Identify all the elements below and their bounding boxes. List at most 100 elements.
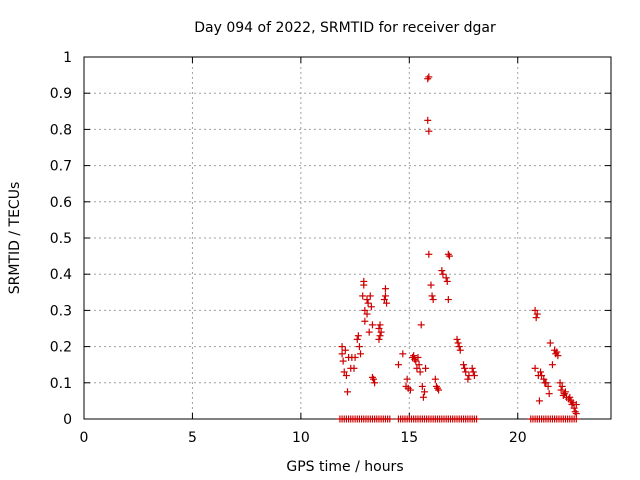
data-point (425, 73, 433, 81)
data-point (381, 285, 389, 293)
y-tick-label: 0.7 (50, 159, 72, 175)
data-point (545, 390, 553, 398)
data-point (442, 274, 450, 282)
points-layer (336, 73, 580, 423)
y-axis-label: SRMTID / TECUs (7, 182, 23, 295)
data-point (468, 364, 476, 372)
data-point (460, 361, 468, 369)
data-point (546, 339, 554, 347)
data-point (418, 382, 426, 390)
data-point (425, 127, 433, 135)
data-point (351, 353, 359, 361)
data-point (355, 343, 363, 351)
data-point (414, 353, 422, 361)
data-point (341, 346, 349, 354)
data-point (366, 292, 374, 300)
y-tick-label: 0.4 (50, 267, 72, 283)
data-point (462, 368, 470, 376)
plot-frame (83, 56, 612, 420)
y-tick-label: 0.3 (50, 303, 72, 319)
data-point (344, 388, 351, 396)
data-point (473, 415, 481, 423)
data-point (542, 379, 550, 387)
data-point (361, 306, 369, 314)
data-point (537, 368, 545, 376)
data-point (375, 325, 383, 332)
data-point (412, 357, 420, 365)
data-point (394, 361, 402, 369)
x-tick-label: 0 (80, 430, 89, 446)
data-point (558, 382, 566, 390)
data-point (435, 386, 443, 394)
data-point (533, 310, 541, 318)
data-point (375, 335, 383, 343)
grid-layer (84, 57, 611, 419)
data-point (566, 393, 574, 401)
data-point (399, 350, 407, 358)
data-point (455, 343, 463, 351)
data-point (453, 335, 461, 343)
data-point (544, 382, 552, 390)
x-tick-label: 20 (509, 430, 527, 446)
data-point (410, 352, 418, 360)
data-point (357, 350, 365, 358)
data-point (535, 397, 543, 405)
data-point (431, 375, 439, 383)
data-point (338, 343, 346, 351)
data-point (456, 346, 464, 354)
data-point (338, 350, 346, 358)
data-point (557, 386, 565, 394)
data-point (368, 321, 376, 329)
x-axis-label: GPS time / hours (286, 459, 403, 475)
data-point (444, 250, 452, 258)
data-point (342, 372, 350, 380)
y-tick-label: 0.5 (50, 231, 72, 247)
data-point (420, 388, 428, 396)
data-point (429, 296, 437, 304)
data-point (445, 252, 453, 260)
data-point (572, 415, 580, 423)
data-point (454, 339, 462, 347)
data-point (561, 388, 569, 396)
data-point (353, 335, 361, 343)
data-point (572, 401, 580, 409)
data-point (377, 328, 385, 336)
data-point (381, 292, 389, 300)
data-point (548, 361, 556, 369)
data-point (370, 375, 378, 383)
y-tick-label: 0.8 (50, 122, 72, 138)
data-point (371, 379, 379, 387)
data-point (363, 296, 371, 304)
data-point (425, 250, 433, 258)
data-point (376, 321, 384, 329)
data-point (428, 292, 436, 300)
data-point (438, 267, 446, 275)
data-point (439, 270, 447, 278)
data-point (359, 292, 367, 300)
data-point (422, 364, 430, 372)
data-point (360, 277, 368, 285)
data-point (532, 314, 540, 322)
data-point (406, 386, 414, 394)
data-point (540, 375, 548, 383)
data-point (354, 332, 362, 340)
data-point (424, 75, 432, 83)
data-point (571, 408, 579, 416)
data-point (364, 299, 372, 307)
data-point (531, 364, 539, 372)
data-point (570, 404, 578, 412)
data-point (464, 375, 472, 383)
data-point (380, 296, 388, 304)
y-tick-label: 0.2 (50, 340, 72, 356)
y-tick-label: 1 (63, 50, 72, 66)
data-point (350, 364, 358, 372)
y-tick-label: 0.1 (50, 376, 72, 392)
data-point (554, 352, 562, 360)
data-point (340, 368, 348, 376)
data-point (417, 321, 425, 329)
data-point (339, 357, 347, 365)
data-point (444, 296, 452, 304)
ticks-layer: 00.10.20.30.40.50.60.70.80.910 5 10 15 20 (50, 50, 611, 446)
y-tick-label: 0.6 (50, 195, 72, 211)
